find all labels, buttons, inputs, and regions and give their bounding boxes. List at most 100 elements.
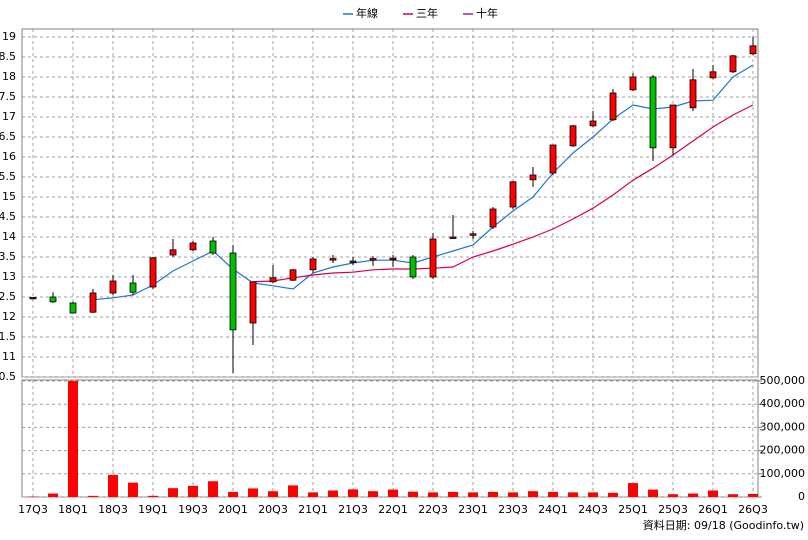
- y-tick-label: 18: [2, 70, 16, 83]
- candle-body: [529, 174, 537, 181]
- volume-tick-label: 100,000: [760, 467, 806, 480]
- x-tick-label: 18Q3: [98, 503, 128, 516]
- volume-tick-label: 400,000: [760, 397, 806, 410]
- volume-bar: [228, 491, 238, 497]
- x-tick-label: 23Q1: [458, 503, 488, 516]
- candle-body: [669, 104, 677, 149]
- candle-body: [169, 249, 177, 256]
- ma-line: [92, 64, 754, 301]
- y-tick-label: 18.5: [0, 50, 16, 63]
- candle-body: [629, 76, 637, 91]
- x-tick-label: 23Q3: [498, 503, 528, 516]
- x-tick-label: 19Q3: [178, 503, 208, 516]
- volume-bar: [128, 482, 138, 497]
- volume-bar: [48, 493, 58, 497]
- volume-bar: [208, 481, 218, 497]
- y-tick-label: 17: [2, 110, 16, 123]
- candle-body: [409, 256, 417, 278]
- footer: 資料日期: 09/18 (Goodinfo.tw): [643, 518, 804, 532]
- x-tick-label: 18Q1: [58, 503, 88, 516]
- y-tick-label: 11.5: [0, 330, 16, 343]
- volume-bar: [708, 490, 718, 497]
- volume-bar: [448, 491, 458, 497]
- volume-bar: [248, 488, 258, 497]
- volume-bar: [108, 474, 118, 497]
- legend-label: 年線: [356, 6, 378, 20]
- x-tick-label: 21Q3: [338, 503, 368, 516]
- x-tick-label: 21Q1: [298, 503, 328, 516]
- volume-bar: [508, 492, 518, 497]
- volume-tick-label: 500,000: [760, 374, 806, 387]
- candle-body: [469, 233, 477, 236]
- volume-bar: [148, 495, 158, 497]
- y-tick-label: 19: [2, 30, 16, 43]
- volume-tick-label: 0: [798, 490, 805, 503]
- y-tick-label: 16.5: [0, 130, 16, 143]
- volume-bar: [188, 485, 198, 497]
- volume-bar: [488, 491, 498, 497]
- candle-body: [729, 55, 737, 73]
- volume-bar: [748, 493, 758, 497]
- candle-body: [149, 257, 157, 288]
- x-tick-label: 24Q3: [578, 503, 608, 516]
- volume-bar: [168, 488, 178, 497]
- volume-bar: [388, 489, 398, 497]
- volume-bar: [328, 490, 338, 497]
- volume-bar: [428, 492, 438, 497]
- volume-bar: [308, 492, 318, 497]
- volume-tick-label: 200,000: [760, 444, 806, 457]
- volume-bar: [348, 489, 358, 497]
- volume-bar: [468, 492, 478, 497]
- volume-bar: [568, 492, 578, 497]
- y-tick-label: 10.5: [0, 370, 16, 383]
- volume-bar: [668, 494, 678, 497]
- volume-tick-label: 300,000: [760, 420, 806, 433]
- volume-bar: [368, 491, 378, 497]
- candle-body: [229, 252, 237, 331]
- candle-body: [109, 280, 117, 294]
- candle-body: [509, 181, 517, 208]
- y-tick-label: 12.5: [0, 290, 16, 303]
- x-tick-label: 19Q1: [138, 503, 168, 516]
- volume-bar: [68, 381, 78, 497]
- y-tick-label: 15: [2, 190, 16, 203]
- y-tick-label: 13: [2, 270, 16, 283]
- candle-body: [609, 92, 617, 121]
- candle-body: [749, 45, 757, 55]
- candle-body: [489, 208, 497, 228]
- candle-body: [249, 281, 257, 324]
- y-tick-label: 16: [2, 150, 16, 163]
- volume-bar: [628, 483, 638, 497]
- candle-body: [709, 71, 717, 79]
- volume-bar: [588, 492, 598, 497]
- y-tick-label: 15.5: [0, 170, 16, 183]
- candle-body: [689, 79, 697, 109]
- x-tick-label: 20Q3: [258, 503, 288, 516]
- y-tick-label: 14.5: [0, 210, 16, 223]
- volume-bar: [608, 492, 618, 497]
- y-tick-label: 13.5: [0, 250, 16, 263]
- volume-bar: [88, 495, 98, 497]
- legend-label: 三年: [416, 6, 438, 20]
- x-tick-label: 26Q3: [738, 503, 768, 516]
- candle-body: [129, 282, 137, 293]
- volume-bar: [288, 485, 298, 497]
- x-tick-label: 22Q3: [418, 503, 448, 516]
- volume-bar: [408, 491, 418, 497]
- candle-body: [289, 269, 297, 281]
- x-tick-label: 17Q3: [18, 503, 48, 516]
- candle-body: [309, 258, 317, 271]
- candle-body: [429, 238, 437, 278]
- candle-body: [209, 240, 217, 254]
- x-tick-label: 22Q1: [378, 503, 408, 516]
- candle-body: [329, 258, 337, 261]
- volume-bar: [528, 491, 538, 497]
- candle-body: [389, 257, 397, 261]
- volume-bar: [688, 493, 698, 497]
- volume-bar: [648, 489, 658, 497]
- candle-body: [369, 258, 377, 261]
- y-tick-label: 12: [2, 310, 16, 323]
- x-tick-label: 26Q1: [698, 503, 728, 516]
- candle-body: [589, 120, 597, 127]
